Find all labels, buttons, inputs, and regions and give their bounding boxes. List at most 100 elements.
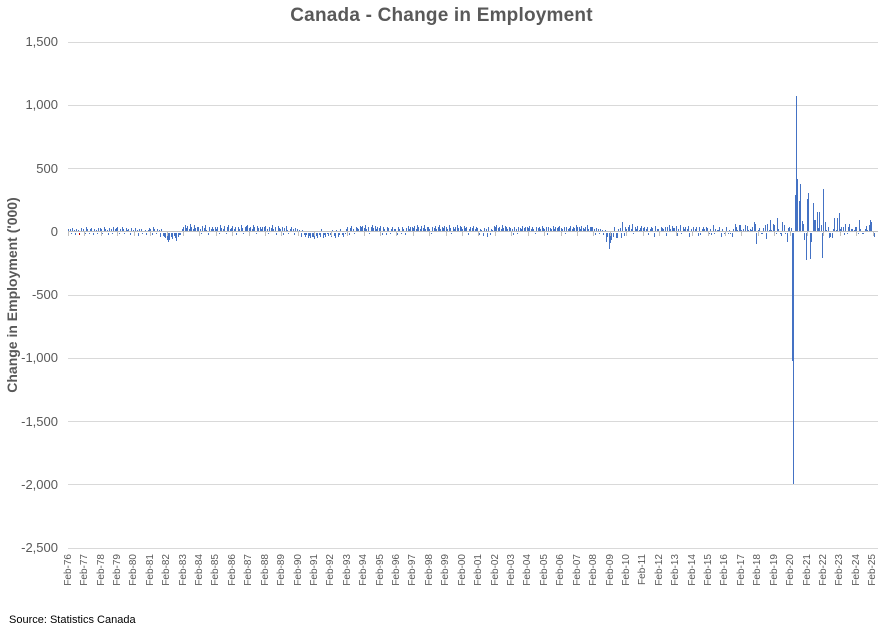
bar	[339, 232, 341, 235]
x-tick-label: Feb-10	[620, 554, 632, 586]
bar	[697, 232, 699, 236]
bar	[571, 229, 573, 232]
bar	[168, 232, 170, 243]
bar	[252, 224, 254, 232]
bar	[458, 227, 460, 232]
x-axis-tick	[724, 232, 726, 237]
bar	[653, 232, 655, 238]
bar	[128, 228, 130, 232]
bar	[622, 222, 624, 232]
bar	[430, 232, 432, 235]
bar	[480, 228, 482, 232]
bar	[187, 226, 189, 232]
x-axis-tick	[429, 232, 431, 237]
bar	[77, 230, 79, 232]
bar	[443, 227, 445, 232]
bar	[794, 195, 796, 232]
bar	[634, 227, 636, 232]
bar	[484, 227, 486, 232]
bar	[389, 232, 391, 234]
bar	[69, 228, 71, 232]
bar	[222, 229, 224, 232]
bar	[352, 228, 354, 232]
bar	[174, 232, 176, 238]
bar	[607, 232, 609, 238]
bar	[642, 227, 644, 232]
x-tick-label: Feb-21	[801, 554, 813, 586]
bar	[207, 232, 209, 235]
x-tick-label: Feb-17	[735, 554, 747, 586]
bar	[790, 227, 792, 232]
bar	[70, 232, 72, 234]
bar	[516, 232, 518, 234]
bar	[76, 228, 78, 232]
y-tick-label: 1,000	[25, 97, 58, 113]
bar	[440, 228, 442, 232]
x-tick-label: Feb-20	[785, 554, 797, 586]
bar	[166, 232, 168, 241]
x-tick-label: Feb-89	[276, 554, 288, 586]
bar	[362, 226, 364, 232]
bar	[243, 232, 245, 234]
bar	[807, 198, 809, 232]
bar	[185, 227, 187, 232]
x-axis-tick	[281, 232, 283, 237]
bar	[779, 232, 781, 234]
bar	[497, 227, 499, 232]
bar	[451, 232, 453, 234]
bar	[630, 228, 632, 232]
bar	[616, 232, 618, 239]
bar	[682, 227, 684, 232]
bar	[512, 232, 514, 235]
bar	[215, 228, 217, 232]
bar	[88, 232, 90, 234]
bar	[127, 229, 129, 232]
bar	[213, 229, 215, 232]
bar	[270, 227, 272, 232]
bar	[272, 225, 274, 232]
bar	[315, 232, 317, 236]
bar	[834, 217, 836, 232]
bar	[448, 225, 450, 232]
bar	[459, 226, 461, 232]
bar	[114, 229, 116, 232]
bar	[292, 229, 294, 232]
bar	[812, 202, 814, 232]
bar	[433, 227, 435, 232]
bar	[553, 229, 555, 232]
bar	[545, 227, 547, 232]
bar	[120, 228, 122, 232]
bar	[367, 226, 369, 232]
bar	[140, 228, 142, 232]
bar	[671, 226, 673, 232]
bar	[486, 232, 488, 237]
bar	[525, 227, 527, 232]
bar	[445, 227, 447, 232]
bar	[869, 220, 871, 232]
x-axis-tick	[117, 232, 119, 237]
bar	[248, 227, 250, 232]
x-axis-tick	[478, 232, 480, 237]
bar	[490, 228, 492, 232]
bar	[663, 228, 665, 232]
bar	[378, 227, 380, 232]
gridline	[68, 294, 878, 296]
bar	[742, 229, 744, 232]
y-tick-label: -2,500	[21, 540, 58, 555]
bar	[783, 224, 785, 232]
bar	[822, 232, 824, 259]
bar	[874, 232, 876, 238]
bar	[153, 227, 155, 232]
bar	[730, 232, 732, 234]
bar	[295, 227, 297, 232]
bar	[228, 224, 230, 232]
bar	[387, 226, 388, 232]
bar	[540, 228, 542, 232]
bar	[709, 228, 711, 232]
bar	[148, 227, 150, 232]
bar	[570, 226, 572, 232]
bar	[811, 232, 813, 242]
bar	[735, 226, 737, 232]
y-tick-label: 0	[50, 223, 58, 239]
bar	[696, 226, 698, 232]
